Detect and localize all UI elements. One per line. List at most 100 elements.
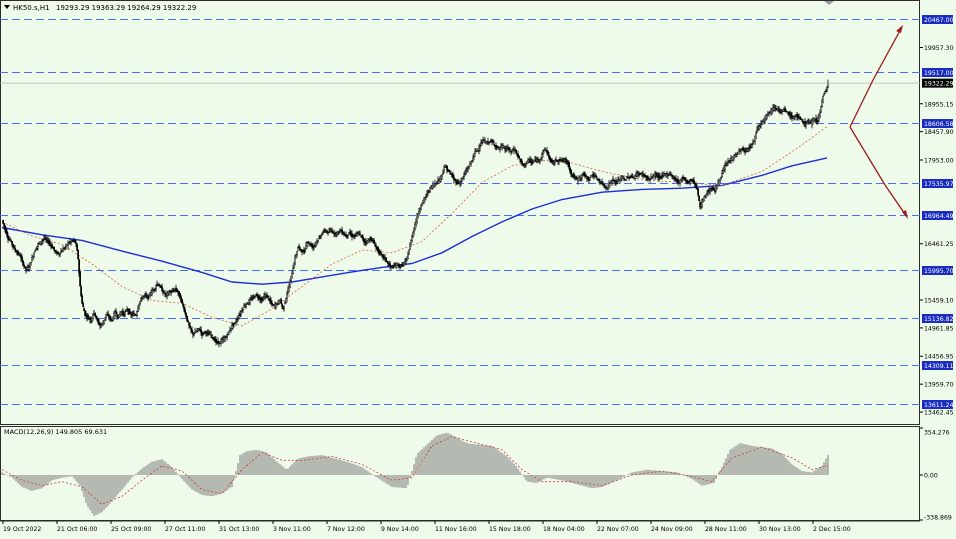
candle-body (212, 337, 214, 339)
candle-body (207, 331, 209, 334)
candle-body (328, 231, 330, 233)
candle-body (18, 253, 20, 255)
candle-body (241, 310, 243, 312)
candle-body (410, 239, 412, 247)
candle-body (716, 184, 718, 189)
candle-body (322, 232, 324, 234)
candle-body (541, 154, 543, 159)
candle-body (809, 122, 811, 124)
candle-body (331, 229, 333, 233)
candle-body (482, 140, 484, 143)
candle-body (315, 241, 317, 245)
candle-body (262, 299, 264, 301)
candle-body (703, 196, 705, 202)
candle-body (44, 237, 46, 239)
candle-body (239, 313, 241, 316)
scenario-arrows[interactable] (849, 25, 908, 219)
candle-body (129, 311, 131, 314)
candle-body (786, 111, 788, 113)
time-tick-label: 25 Oct 09:00 (111, 526, 151, 533)
price-tick-label: 13959.70 (924, 382, 954, 389)
candle-body (540, 157, 542, 160)
symbol-dropdown-icon[interactable] (4, 5, 10, 9)
candle-body (187, 320, 189, 323)
candle-body (562, 159, 564, 162)
candle-body (77, 249, 79, 260)
candle-body (107, 313, 109, 316)
candle-body (68, 242, 70, 245)
moving-averages (1, 126, 828, 327)
candle-body (59, 253, 61, 255)
candle-body (805, 123, 807, 126)
time-tick-label: 3 Nov 11:00 (273, 526, 311, 533)
price-tick-label: 16461.25 (924, 241, 954, 248)
candle-body (12, 244, 14, 247)
candle-body (539, 159, 541, 161)
candle-body (544, 148, 546, 150)
candle-body (308, 242, 310, 244)
candle-body (460, 181, 462, 183)
level-label: 15136.82 (924, 316, 954, 323)
candle-body (411, 236, 413, 241)
candle-body (588, 179, 590, 182)
candle-body (357, 232, 359, 234)
level-label-box (922, 211, 953, 220)
candle-body (412, 232, 414, 237)
candle-body (35, 248, 37, 251)
candle-body (64, 246, 66, 249)
candle-body (186, 315, 188, 322)
candle-body (178, 291, 180, 295)
candle-body (78, 259, 80, 274)
candle-body (153, 289, 155, 291)
candle-body (189, 325, 191, 328)
candle-body (799, 116, 801, 119)
candle-body (256, 293, 258, 296)
candle-body (151, 290, 153, 294)
candle-body (478, 147, 480, 151)
arrow-up-leg-1 (849, 79, 874, 128)
macd-signal-line (1, 436, 829, 505)
price-tick-label: 18955.15 (924, 101, 954, 108)
candle-body (79, 271, 81, 287)
candle-body (173, 290, 175, 292)
arrow-down-leg-1 (849, 126, 886, 186)
candle-body (442, 172, 444, 174)
candle-body (291, 272, 293, 279)
candle-body (713, 187, 715, 191)
candle-body (294, 257, 296, 265)
candle-body (736, 153, 738, 155)
time-axis: 19 Oct 2022 21 Oct 06:00 25 Oct 09:00 27 Oc… (2, 521, 851, 533)
candle-body (575, 177, 577, 179)
time-tick-label: 28 Nov 11:00 (705, 526, 747, 533)
candle-body (414, 224, 416, 230)
candle-body (242, 308, 244, 311)
candle-body (568, 162, 570, 168)
candle-body (324, 230, 326, 232)
candle-body (83, 308, 85, 312)
candle-body (232, 324, 234, 326)
candle-body (735, 154, 737, 157)
level-label: 18606.58 (924, 121, 954, 128)
chart-shift-marker-icon[interactable] (824, 1, 834, 5)
candle-body (660, 175, 662, 179)
candle-body (401, 264, 403, 267)
candle-body (468, 166, 470, 169)
candle-body (462, 176, 464, 179)
candle-body (424, 197, 426, 200)
candle-body (240, 311, 242, 315)
candle-body (24, 266, 26, 268)
candle-body (6, 231, 8, 237)
candle-body (155, 285, 157, 289)
candle-body (245, 304, 247, 307)
level-label: 13611.24 (924, 402, 954, 409)
candle-body (34, 250, 36, 253)
candle-body (822, 95, 824, 103)
candle-body (752, 141, 754, 144)
candle-body (499, 147, 501, 150)
arrow-down-head-icon (902, 210, 908, 219)
time-tick-label: 11 Nov 16:00 (435, 526, 477, 533)
candle-body (820, 106, 822, 113)
candle-body (595, 175, 597, 178)
candle-body (706, 193, 708, 195)
